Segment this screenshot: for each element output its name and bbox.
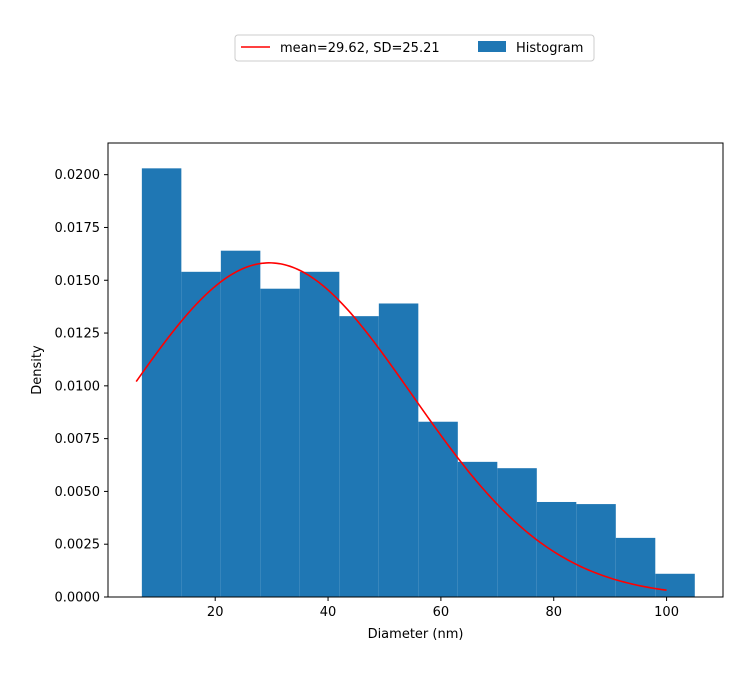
- y-tick-label: 0.0075: [55, 432, 101, 447]
- x-tick-label: 60: [433, 605, 450, 620]
- y-tick-label: 0.0175: [55, 221, 101, 236]
- x-tick-label: 80: [545, 605, 562, 620]
- legend-label-histogram: Histogram: [516, 41, 583, 56]
- x-axis-label: Diameter (nm): [368, 627, 464, 642]
- y-tick-label: 0.0000: [55, 591, 101, 606]
- histogram-bar: [576, 504, 616, 597]
- x-tick-label: 40: [320, 605, 337, 620]
- y-tick-label: 0.0200: [55, 168, 101, 183]
- histogram-bar: [418, 421, 458, 597]
- normal-fit-curve: [135, 262, 667, 592]
- histogram-bar: [536, 501, 577, 597]
- histogram-bar: [655, 573, 695, 597]
- legend-bar-swatch: [478, 41, 506, 52]
- y-tick-label: 0.0150: [55, 274, 101, 289]
- x-axis: 20 40 60 80 100: [207, 597, 679, 620]
- y-tick-label: 0.0050: [55, 485, 101, 500]
- histogram-bar: [299, 271, 340, 597]
- histogram-bar: [339, 316, 379, 597]
- histogram-bar: [260, 288, 300, 597]
- histogram-bar: [497, 468, 537, 597]
- curve-layer: [135, 262, 667, 592]
- y-tick-label: 0.0100: [55, 379, 101, 394]
- y-axis-label: Density: [30, 345, 45, 395]
- histogram-bar: [220, 250, 261, 597]
- legend: mean=29.62, SD=25.21 Histogram: [234, 34, 595, 62]
- x-tick-label: 20: [207, 605, 224, 620]
- bars-layer: [141, 168, 695, 597]
- histogram-bar: [378, 303, 419, 597]
- histogram-bar: [457, 461, 498, 597]
- y-tick-label: 0.0125: [55, 327, 101, 342]
- y-tick-label: 0.0025: [55, 538, 101, 553]
- legend-label-normal-fit: mean=29.62, SD=25.21: [280, 41, 440, 56]
- histogram-bar: [141, 168, 182, 597]
- histogram-bar: [181, 271, 221, 597]
- y-axis: 0.0000 0.0025 0.0050 0.0075 0.0100 0.0125 0.01…: [55, 168, 108, 606]
- plot-frame: [107, 142, 724, 598]
- x-tick-label: 100: [654, 605, 679, 620]
